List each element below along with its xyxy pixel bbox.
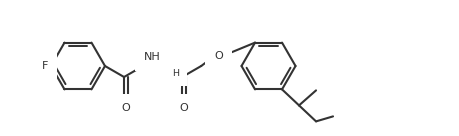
Text: O: O bbox=[122, 103, 130, 113]
Text: O: O bbox=[214, 51, 223, 61]
Text: NH: NH bbox=[144, 52, 161, 62]
Text: H: H bbox=[172, 69, 179, 78]
Text: F: F bbox=[41, 61, 48, 71]
Text: N: N bbox=[164, 69, 172, 79]
Text: O: O bbox=[179, 103, 188, 113]
